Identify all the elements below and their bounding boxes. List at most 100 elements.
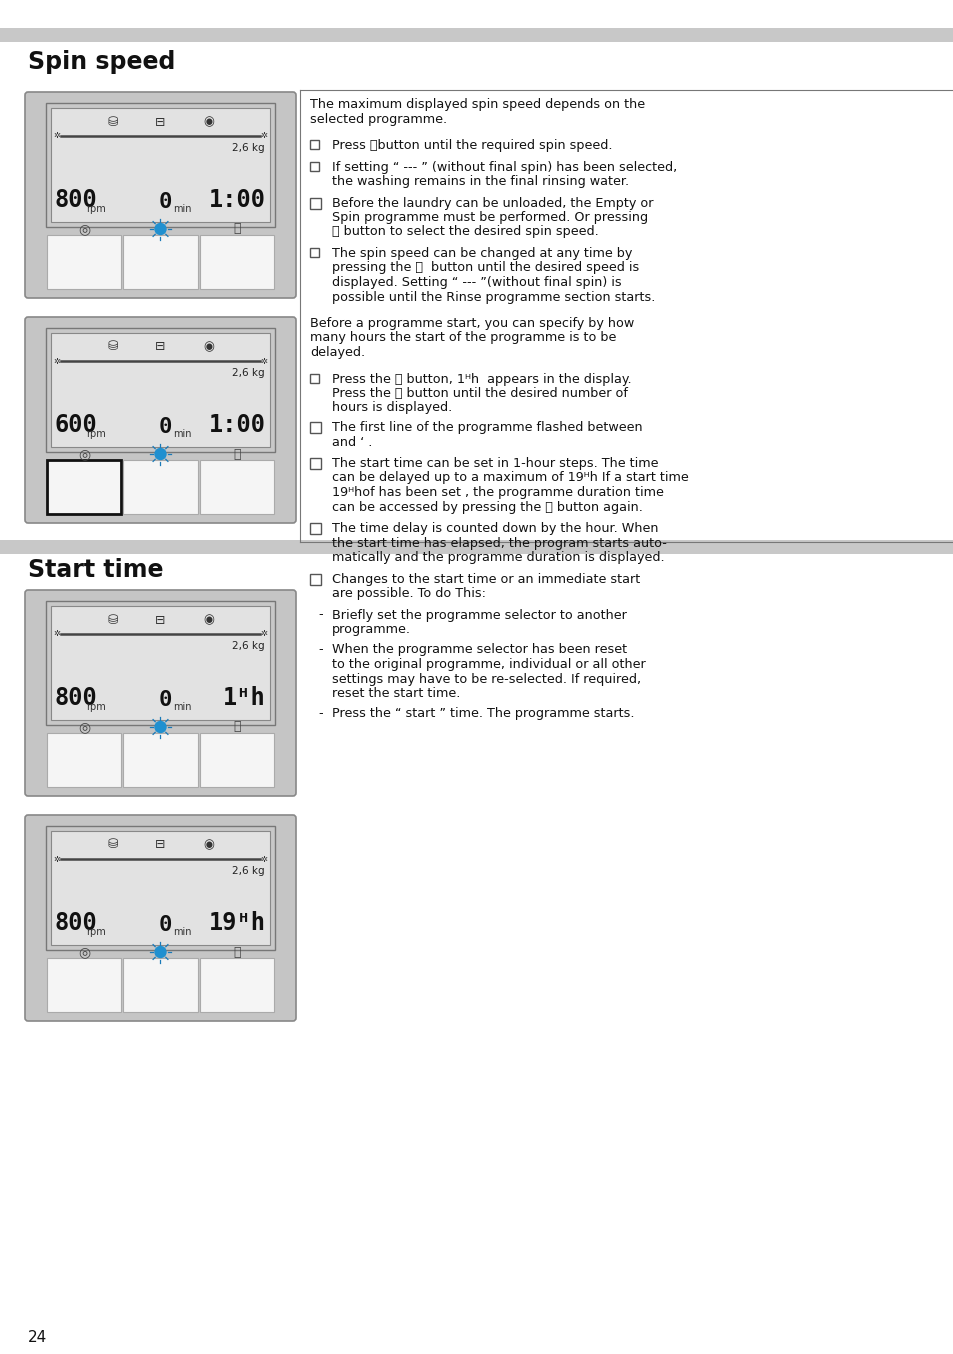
Bar [310, 139, 318, 149]
Text: 24: 24 [28, 1330, 48, 1345]
FancyBboxPatch shape [25, 590, 295, 796]
Text: Press the ⏰ button, 1ᴴh  appears in the display.: Press the ⏰ button, 1ᴴh appears in the d… [332, 372, 631, 386]
Text: ◎: ◎ [78, 222, 91, 236]
Text: ✲: ✲ [53, 131, 60, 141]
Bar [51, 333, 270, 447]
Text: The maximum displayed spin speed depends on the: The maximum displayed spin speed depends… [310, 97, 644, 111]
Text: 19ᴴh: 19ᴴh [209, 911, 266, 936]
Text: 2,6 kg: 2,6 kg [233, 368, 265, 378]
Text: Spin speed: Spin speed [28, 50, 175, 74]
Bar [123, 460, 197, 515]
Bar [51, 607, 270, 720]
Bar [310, 161, 318, 171]
Text: are possible. To do This:: are possible. To do This: [332, 588, 485, 600]
Text: can be accessed by pressing the ⏰ button again.: can be accessed by pressing the ⏰ button… [332, 501, 642, 513]
Text: Start time: Start time [28, 558, 163, 582]
Bar [310, 422, 320, 433]
Text: ⊟: ⊟ [155, 838, 166, 852]
Text: 2,6 kg: 2,6 kg [233, 867, 265, 876]
Bar [199, 733, 274, 787]
Text: reset the start time.: reset the start time. [332, 686, 460, 700]
Bar [47, 236, 121, 288]
Text: 0: 0 [158, 691, 172, 709]
Text: The time delay is counted down by the hour. When: The time delay is counted down by the ho… [332, 523, 658, 535]
Text: can be delayed up to a maximum of 19ᴴh If a start time: can be delayed up to a maximum of 19ᴴh I… [332, 471, 688, 485]
Text: 2,6 kg: 2,6 kg [233, 144, 265, 153]
Text: ◉: ◉ [203, 613, 213, 627]
Text: ◎: ◎ [78, 447, 91, 460]
Text: selected programme.: selected programme. [310, 112, 447, 126]
Bar [310, 248, 318, 257]
Text: -: - [317, 708, 322, 720]
Text: ⊟: ⊟ [155, 115, 166, 129]
Bar [47, 959, 121, 1011]
Text: 800: 800 [55, 188, 97, 213]
Bar [199, 959, 274, 1011]
Text: Before the laundry can be unloaded, the Empty or: Before the laundry can be unloaded, the … [332, 196, 653, 210]
Text: 0: 0 [158, 915, 172, 936]
Bar [0, 28, 953, 42]
Bar [0, 540, 953, 554]
Text: to the original programme, individual or all other: to the original programme, individual or… [332, 658, 645, 672]
Text: 0: 0 [158, 192, 172, 213]
Bar [46, 601, 274, 724]
Text: ⛁: ⛁ [107, 838, 117, 852]
Text: Press ⓦbutton until the required spin speed.: Press ⓦbutton until the required spin sp… [332, 139, 612, 152]
Text: ◎: ◎ [78, 945, 91, 959]
Text: If setting “ --- ” (without final spin) has been selected,: If setting “ --- ” (without final spin) … [332, 161, 677, 173]
Text: possible until the Rinse programme section starts.: possible until the Rinse programme secti… [332, 291, 655, 303]
FancyBboxPatch shape [25, 317, 295, 523]
Text: ✲: ✲ [53, 356, 60, 366]
Text: ⊟: ⊟ [155, 340, 166, 353]
Text: 600: 600 [55, 413, 97, 437]
Text: rpm: rpm [87, 927, 106, 937]
Text: ⛁: ⛁ [107, 340, 117, 353]
Bar [310, 198, 320, 209]
Text: 0: 0 [158, 417, 172, 437]
Text: ◉: ◉ [203, 340, 213, 353]
Bar [123, 236, 197, 288]
Text: Briefly set the programme selector to another: Briefly set the programme selector to an… [332, 608, 626, 621]
Bar [310, 374, 318, 382]
Bar [46, 328, 274, 452]
Text: ✲: ✲ [260, 630, 267, 639]
Text: ✲: ✲ [53, 854, 60, 864]
Bar [310, 574, 320, 585]
Text: rpm: rpm [87, 429, 106, 439]
Text: ⊟: ⊟ [155, 613, 166, 627]
Text: min: min [172, 701, 192, 712]
Text: ✲: ✲ [260, 356, 267, 366]
Text: ✲: ✲ [260, 131, 267, 141]
Text: The first line of the programme flashed between: The first line of the programme flashed … [332, 421, 642, 435]
Text: Press the “ start ” time. The programme starts.: Press the “ start ” time. The programme … [332, 708, 634, 720]
Text: ⏱: ⏱ [233, 222, 240, 236]
Bar [51, 108, 270, 222]
Text: ◎: ◎ [78, 720, 91, 734]
Text: ⏱: ⏱ [233, 448, 240, 460]
Text: -: - [317, 608, 322, 621]
Text: rpm: rpm [87, 701, 106, 712]
Text: ⏱: ⏱ [233, 720, 240, 734]
Text: When the programme selector has been reset: When the programme selector has been res… [332, 643, 626, 657]
Bar [47, 733, 121, 787]
FancyBboxPatch shape [25, 815, 295, 1021]
Text: ✲: ✲ [53, 630, 60, 639]
Bar [199, 236, 274, 288]
Bar [46, 103, 274, 227]
Text: programme.: programme. [332, 623, 411, 636]
Bar [310, 458, 320, 468]
Text: 800: 800 [55, 686, 97, 709]
Text: The spin speed can be changed at any time by: The spin speed can be changed at any tim… [332, 246, 632, 260]
Text: the start time has elapsed, the program starts auto-: the start time has elapsed, the program … [332, 536, 666, 550]
Bar [310, 523, 320, 533]
Text: ⛁: ⛁ [107, 613, 117, 627]
Text: Before a programme start, you can specify by how: Before a programme start, you can specif… [310, 317, 634, 330]
Text: 19ᴴhof has been set , the programme duration time: 19ᴴhof has been set , the programme dura… [332, 486, 663, 500]
Text: matically and the programme duration is displayed.: matically and the programme duration is … [332, 551, 664, 565]
Text: Press the ⏰ button until the desired number of: Press the ⏰ button until the desired num… [332, 387, 627, 399]
Bar [46, 826, 274, 951]
Text: ⓦ button to select the desired spin speed.: ⓦ button to select the desired spin spee… [332, 226, 598, 238]
Circle shape [154, 223, 166, 234]
Text: settings may have to be re-selected. If required,: settings may have to be re-selected. If … [332, 673, 640, 685]
Text: many hours the start of the programme is to be: many hours the start of the programme is… [310, 332, 616, 344]
